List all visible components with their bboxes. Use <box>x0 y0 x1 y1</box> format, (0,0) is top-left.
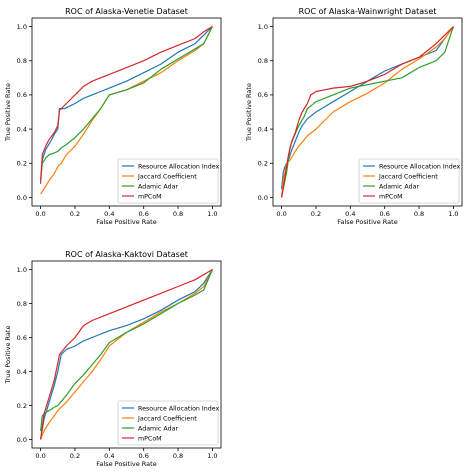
series-line-2 <box>40 26 213 195</box>
legend-label: Adamic Adar <box>138 183 178 190</box>
y-axis-label: True Positive Rate <box>245 83 253 142</box>
plot-frame <box>31 260 222 449</box>
x-tick-label: 0.0 <box>276 210 286 218</box>
x-tick-label: 0.6 <box>139 452 149 460</box>
y-tick-label: 1.0 <box>17 266 27 274</box>
chart-title: ROC of Alaska-Venetie Dataset <box>65 7 188 16</box>
legend-box <box>358 158 460 204</box>
y-tick-label: 0.4 <box>17 125 27 133</box>
y-tick-label: 0.6 <box>17 334 27 342</box>
x-tick-label: 0.6 <box>380 210 390 218</box>
x-tick-label: 0.2 <box>70 452 80 460</box>
legend: Resource Allocation Index Jaccard Coeffic… <box>117 158 220 204</box>
y-tick-label: 0.0 <box>17 436 27 444</box>
x-tick-label: 1.0 <box>207 452 217 460</box>
y-tick-label: 0.4 <box>17 368 27 376</box>
chart-title: ROC of Alaska-Kaktovi Dataset <box>65 250 188 259</box>
series-line-3 <box>40 26 213 181</box>
legend-label: Jaccard Coefficient <box>137 173 197 180</box>
x-tick-label: 1.0 <box>207 210 217 218</box>
legend: Resource Allocation Index Jaccard Coeffic… <box>358 158 461 204</box>
legend-box <box>117 158 219 204</box>
legend-label: Adamic Adar <box>379 183 419 190</box>
x-tick-label: 0.8 <box>173 452 183 460</box>
y-tick-label: 1.0 <box>17 23 27 31</box>
chart-1: ROC of Alaska-Venetie Dataset 0.0 0.2 0.4 0.… <box>4 7 222 226</box>
x-tick-label: 0.0 <box>35 452 45 460</box>
x-tick-label: 0.2 <box>70 210 80 218</box>
y-tick-label: 0.2 <box>17 402 27 410</box>
legend-label: Resource Allocation Index <box>138 163 220 170</box>
y-tick-label: 0.4 <box>258 125 268 133</box>
y-tick-label: 0.2 <box>258 160 268 168</box>
x-tick-label: 0.8 <box>414 210 424 218</box>
y-axis-label: True Positive Rate <box>4 326 12 385</box>
x-axis-label: False Positive Rate <box>96 460 156 468</box>
legend: Resource Allocation Index Jaccard Coeffic… <box>117 400 220 446</box>
x-tick-label: 0.2 <box>311 210 321 218</box>
chart-2: ROC of Alaska-Wainwright Dataset 0.0 0.2 0.… <box>245 7 463 226</box>
legend-label: Jaccard Coefficient <box>378 173 438 180</box>
x-tick-label: 0.4 <box>104 452 114 460</box>
legend-label: Jaccard Coefficient <box>137 415 197 422</box>
series-line-4 <box>40 25 213 184</box>
x-axis-label: False Positive Rate <box>96 218 156 226</box>
legend-label: mPCoM <box>138 193 162 200</box>
x-tick-label: 0.0 <box>35 210 45 218</box>
legend-label: mPCoM <box>138 435 162 442</box>
x-tick-label: 0.4 <box>104 210 114 218</box>
y-tick-label: 0.8 <box>17 300 27 308</box>
legend-label: mPCoM <box>379 193 403 200</box>
chart-3: ROC of Alaska-Kaktovi Dataset 0.0 0.2 0.4 0.… <box>4 250 222 468</box>
series-line-4 <box>40 268 213 440</box>
series-line-3 <box>40 269 213 432</box>
x-tick-label: 0.8 <box>173 210 183 218</box>
x-axis-label: False Positive Rate <box>337 218 397 226</box>
y-tick-label: 0.2 <box>17 160 27 168</box>
y-tick-label: 0.8 <box>258 57 268 65</box>
series-line-2 <box>281 26 454 198</box>
series-line-1 <box>40 269 213 440</box>
y-tick-label: 0.8 <box>17 57 27 65</box>
chart-title: ROC of Alaska-Wainwright Dataset <box>299 7 437 16</box>
y-axis-label: True Positive Rate <box>4 83 12 142</box>
plot-frame <box>31 17 222 207</box>
legend-box <box>117 400 219 446</box>
series-line-4 <box>281 26 454 198</box>
legend-label: Resource Allocation Index <box>379 163 461 170</box>
x-tick-label: 1.0 <box>448 210 458 218</box>
plot-frame <box>272 17 463 207</box>
y-tick-label: 0.0 <box>258 194 268 202</box>
y-tick-label: 1.0 <box>258 23 268 31</box>
legend-label: Resource Allocation Index <box>138 405 220 412</box>
legend-label: Adamic Adar <box>138 425 178 432</box>
series-line-1 <box>40 26 213 181</box>
y-tick-label: 0.6 <box>258 91 268 99</box>
x-tick-label: 0.4 <box>345 210 355 218</box>
x-tick-label: 0.6 <box>139 210 149 218</box>
y-tick-label: 0.6 <box>17 91 27 99</box>
y-tick-label: 0.0 <box>17 194 27 202</box>
